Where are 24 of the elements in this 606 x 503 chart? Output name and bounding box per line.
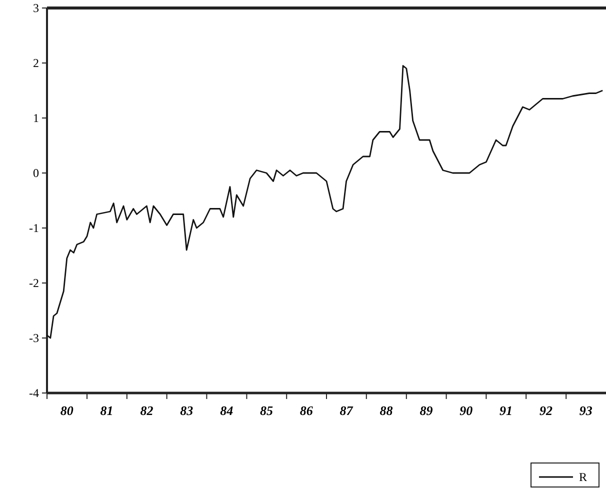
x-tick-label: 87	[340, 403, 354, 418]
y-tick-label: -3	[29, 331, 39, 346]
x-tick-label: 86	[300, 403, 314, 418]
y-tick-label: -4	[29, 386, 39, 400]
x-tick-label: 80	[60, 403, 74, 418]
x-tick-label: 91	[499, 403, 512, 418]
y-tick-label: 2	[33, 56, 39, 70]
x-tick-label: 88	[380, 403, 394, 418]
line-series	[46, 65, 604, 339]
x-tick-label: 81	[100, 403, 114, 418]
x-tick-label: 83	[180, 403, 194, 418]
y-tick-label: -1	[29, 221, 39, 236]
x-tick-label: 84	[220, 403, 234, 418]
x-tick-label: 85	[260, 403, 274, 418]
x-tick-label: 93	[579, 403, 593, 418]
x-tick-label: 89	[420, 403, 434, 418]
y-tick-label: -2	[29, 276, 39, 290]
y-tick-label: 3	[33, 1, 39, 16]
y-tick-label: 0	[33, 166, 39, 180]
x-tick-label: 90	[460, 403, 474, 418]
x-tick-label: 82	[140, 403, 154, 418]
x-tick-label: 92	[539, 403, 553, 418]
y-tick-label: 1	[33, 111, 39, 126]
legend-label: R	[579, 470, 588, 484]
